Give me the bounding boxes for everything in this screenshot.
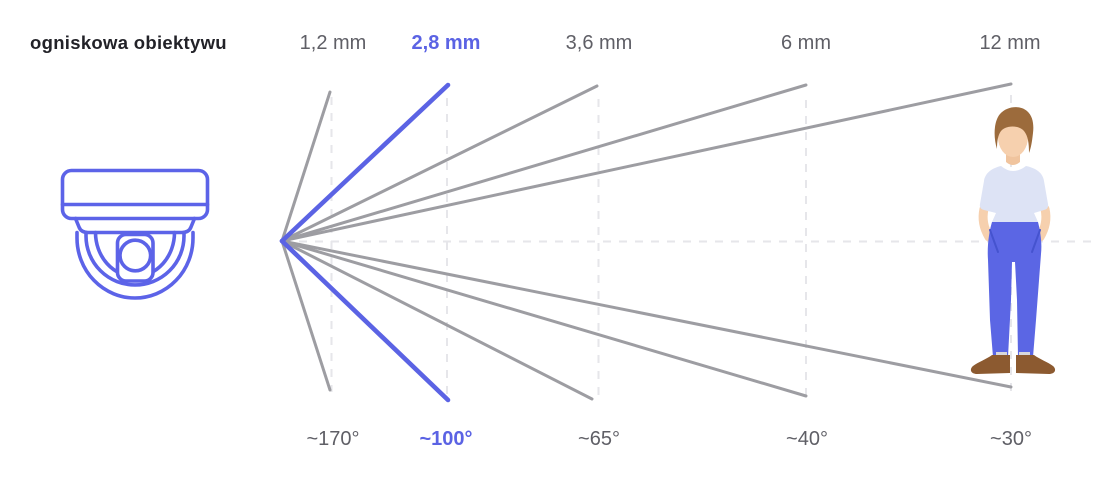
person-shoe-left: [970, 355, 1010, 374]
camera-dome-inner: [84, 230, 186, 287]
person-right-arm: [1035, 204, 1051, 242]
ray-170deg-bottom: [280, 239, 332, 392]
dashed-grid: [283, 95, 1092, 397]
ray-40deg-bottom: [280, 239, 808, 398]
angle-label-100deg: ~100°: [419, 428, 473, 450]
person-left-arm: [978, 204, 994, 242]
ray-30deg-bottom: [280, 239, 1013, 389]
person-shoe-right: [1016, 355, 1056, 374]
angle-label-40deg: ~40°: [786, 428, 828, 450]
person-pocket-left: [989, 229, 999, 253]
ray-65deg-top: [280, 84, 599, 243]
standing-person-illustration: [970, 107, 1056, 374]
focal-label-2-8mm: 2,8 mm: [411, 32, 481, 54]
person-pants: [987, 222, 1042, 357]
fov-rays-highlighted: [279, 82, 451, 403]
angle-label-65deg: ~65°: [578, 428, 620, 450]
person-hair: [994, 107, 1034, 153]
camera-collar: [73, 216, 197, 235]
dome-camera-icon: [60, 168, 210, 300]
ray-100deg-top: [279, 82, 451, 244]
fov-rays-gray: [280, 82, 1013, 401]
ray-40deg-top: [280, 83, 808, 243]
focal-label-3-6mm: 3,6 mm: [565, 32, 633, 54]
person-pocket-right: [1031, 229, 1041, 253]
ray-100deg-bottom: [279, 238, 451, 403]
focal-label-1-2mm: 1,2 mm: [299, 32, 367, 54]
focal-label-6mm: 6 mm: [781, 32, 831, 54]
angle-label-30deg: ~30°: [990, 428, 1032, 450]
camera-lens-circle: [118, 238, 153, 273]
person-shirt: [979, 166, 1049, 222]
ray-170deg-top: [280, 90, 332, 243]
diagram-title: ogniskowa obiektywu: [30, 32, 227, 53]
focal-label-12mm: 12 mm: [979, 32, 1041, 54]
ray-65deg-bottom: [280, 239, 594, 401]
camera-mount-plate: [60, 168, 210, 221]
angle-label-170deg: ~170°: [306, 428, 360, 450]
camera-dome-outer: [75, 230, 195, 300]
ray-30deg-top: [280, 82, 1013, 243]
